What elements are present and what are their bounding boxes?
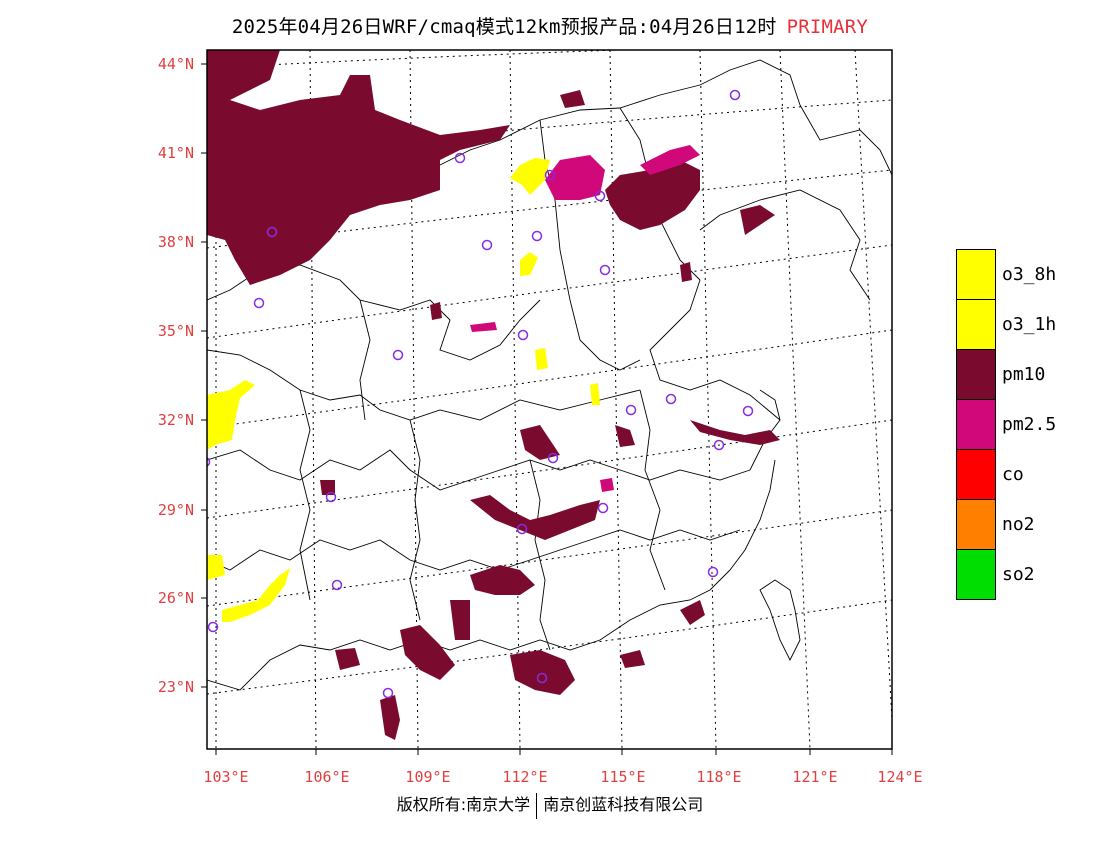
pm10-areas	[207, 50, 780, 740]
lon-label-115: 115°E	[600, 768, 645, 786]
lon-label-121: 121°E	[792, 768, 837, 786]
legend-swatch	[956, 299, 996, 350]
lon-label-103: 103°E	[203, 768, 248, 786]
footer-divider	[536, 792, 538, 819]
legend-swatch	[956, 449, 996, 500]
map-frame	[206, 49, 893, 750]
axis-ticks	[201, 63, 893, 755]
pollutant-legend: o3_8h o3_1h pm10 pm2.5 co no2 so2	[956, 249, 1096, 600]
lon-label-109: 109°E	[405, 768, 450, 786]
copyright-right: 南京创蓝科技有限公司	[543, 795, 704, 814]
lat-label-38: 38°N	[158, 233, 194, 251]
legend-label: co	[1002, 464, 1024, 485]
copyright-left: 版权所有:南京大学	[396, 795, 531, 814]
legend-swatch	[956, 549, 996, 600]
legend-swatch	[956, 399, 996, 450]
legend-item-so2: so2	[956, 549, 1096, 600]
legend-swatch	[956, 349, 996, 400]
legend-item-pm10: pm10	[956, 349, 1096, 400]
legend-swatch	[956, 249, 996, 300]
map-title: 2025年04月26日WRF/cmaq模式12km预报产品:04月26日12时 P…	[0, 12, 1100, 39]
lon-label-112: 112°E	[502, 768, 547, 786]
copyright-footer: 版权所有:南京大学 南京创蓝科技有限公司	[0, 791, 1100, 819]
lat-label-35: 35°N	[158, 322, 194, 340]
lat-label-41: 41°N	[158, 144, 194, 162]
legend-item-no2: no2	[956, 499, 1096, 550]
legend-label: o3_1h	[1002, 314, 1057, 335]
lat-label-26: 26°N	[158, 589, 194, 607]
pm25-areas	[470, 145, 700, 492]
lon-label-118: 118°E	[696, 768, 741, 786]
legend-item-pm25: pm2.5	[956, 399, 1096, 450]
legend-item-o3-8h: o3_8h	[956, 249, 1096, 300]
station-markers	[207, 89, 754, 699]
legend-label: o3_8h	[1002, 264, 1057, 285]
legend-item-co: co	[956, 449, 1096, 500]
legend-label: pm10	[1002, 364, 1046, 385]
legend-label: so2	[1002, 564, 1035, 585]
legend-swatch	[956, 499, 996, 550]
lat-label-29: 29°N	[158, 501, 194, 519]
primary-label: PRIMARY	[786, 16, 869, 38]
legend-label: no2	[1002, 514, 1035, 535]
title-text: 2025年04月26日WRF/cmaq模式12km预报产品:04月26日12时	[231, 16, 777, 38]
map-content	[207, 50, 892, 749]
lat-label-23: 23°N	[158, 678, 194, 696]
lat-label-32: 32°N	[158, 411, 194, 429]
lon-label-124: 124°E	[877, 768, 922, 786]
legend-label: pm2.5	[1002, 414, 1057, 435]
lat-label-44: 44°N	[158, 55, 194, 73]
o3-areas	[207, 158, 600, 622]
legend-item-o3-1h: o3_1h	[956, 299, 1096, 350]
lon-label-106: 106°E	[304, 768, 349, 786]
